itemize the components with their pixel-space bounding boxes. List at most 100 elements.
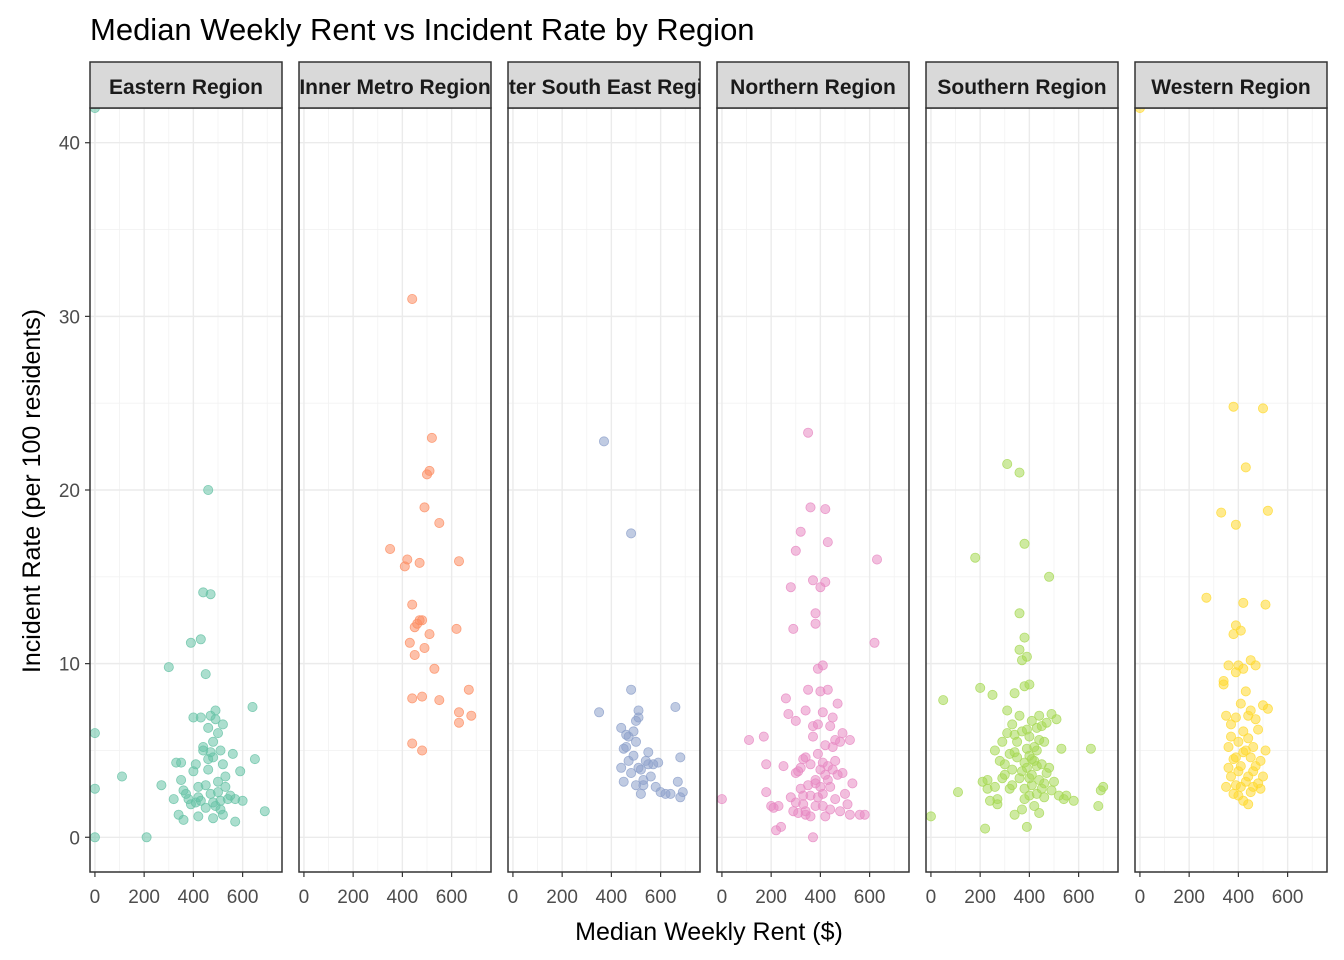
facet-strip <box>716 61 910 109</box>
data-point <box>820 811 831 822</box>
data-point <box>203 764 214 775</box>
data-point <box>1253 778 1264 789</box>
data-point <box>975 682 986 693</box>
data-point <box>1036 721 1047 732</box>
data-point <box>822 775 833 786</box>
x-tick-label: 200 <box>755 887 787 908</box>
data-point <box>1238 597 1249 608</box>
x-tick-label: 600 <box>436 887 468 908</box>
x-tick-label: 600 <box>854 887 886 908</box>
x-tick-label: 200 <box>964 887 996 908</box>
data-point <box>466 710 477 721</box>
y-tick-label: 20 <box>59 481 80 502</box>
x-tick-label: 600 <box>227 887 259 908</box>
data-point <box>1245 787 1256 798</box>
data-point <box>1221 781 1232 792</box>
data-point <box>1051 714 1062 725</box>
data-point <box>616 762 627 773</box>
data-point <box>808 575 819 586</box>
facet-strip-label-clip: Southern Region <box>937 76 1106 99</box>
data-point <box>1068 795 1079 806</box>
data-point <box>176 775 187 786</box>
data-point <box>1014 644 1025 655</box>
data-point <box>621 742 632 753</box>
data-point <box>808 731 819 742</box>
data-point <box>1243 733 1254 744</box>
data-point <box>247 702 258 713</box>
x-tick-label: 0 <box>299 887 310 908</box>
data-point <box>1049 776 1060 787</box>
data-point <box>837 728 848 739</box>
data-point <box>1002 705 1013 716</box>
data-point <box>1253 724 1264 735</box>
facet-panel: Western Region 0 200 400 600 <box>1134 61 1328 908</box>
y-tick-label: 40 <box>59 134 80 155</box>
data-point <box>1044 571 1055 582</box>
x-tick-label: 200 <box>337 887 369 908</box>
data-point <box>830 794 841 805</box>
data-point <box>249 754 260 765</box>
data-point <box>141 832 152 843</box>
data-point <box>1223 742 1234 753</box>
data-point <box>217 719 228 730</box>
data-point <box>407 599 418 610</box>
data-point <box>1260 599 1271 610</box>
data-point <box>453 707 464 718</box>
data-point <box>1223 660 1234 671</box>
data-point <box>626 768 637 779</box>
data-point <box>1056 743 1067 754</box>
data-point <box>830 755 841 766</box>
x-tick-label: 200 <box>1173 887 1205 908</box>
data-point <box>1235 625 1246 636</box>
x-tick-label: 0 <box>90 887 101 908</box>
facet-points <box>926 458 1109 834</box>
data-point <box>805 502 816 513</box>
x-tick-label: 400 <box>387 887 419 908</box>
data-point <box>237 795 248 806</box>
data-point <box>414 557 425 568</box>
facet-strip-label: Inner Metro Region <box>299 76 490 99</box>
data-point <box>670 702 681 713</box>
data-point <box>190 759 201 770</box>
data-point <box>385 544 396 555</box>
data-point <box>623 731 634 742</box>
data-point <box>842 799 853 810</box>
data-point <box>616 722 627 733</box>
data-point <box>844 809 855 820</box>
data-point <box>980 823 991 834</box>
data-point <box>1021 651 1032 662</box>
data-point <box>633 712 644 723</box>
data-point <box>1218 679 1229 690</box>
data-point <box>451 623 462 634</box>
x-tick-label: 0 <box>717 887 728 908</box>
data-point <box>1002 458 1013 469</box>
y-axis-title: Incident Rate (per 100 residents) <box>18 309 46 673</box>
data-point <box>840 788 851 799</box>
data-point <box>1221 710 1232 721</box>
data-point <box>780 693 791 704</box>
x-tick-label: 400 <box>178 887 210 908</box>
data-point <box>220 781 231 792</box>
data-point <box>178 814 189 825</box>
data-point <box>643 747 654 758</box>
data-point <box>783 709 794 720</box>
x-tick-label: 400 <box>1223 887 1255 908</box>
data-point <box>1260 745 1271 756</box>
data-point <box>417 691 428 702</box>
data-point <box>429 663 440 674</box>
data-point <box>1228 401 1239 412</box>
data-point <box>869 637 880 648</box>
data-point <box>1240 462 1251 473</box>
facet-points <box>717 427 883 843</box>
facet-panel: Outer South East Region 0 200 400 600 <box>507 61 701 908</box>
data-point <box>675 752 686 763</box>
data-point <box>1009 809 1020 820</box>
data-point <box>1226 731 1237 742</box>
facet-strip-label-clip: Outer South East Region <box>508 76 700 99</box>
data-point <box>645 771 656 782</box>
x-axis-title: Median Weekly Rent ($) <box>575 918 843 946</box>
data-point <box>1017 804 1028 815</box>
data-point <box>808 832 819 843</box>
data-point <box>407 693 418 704</box>
